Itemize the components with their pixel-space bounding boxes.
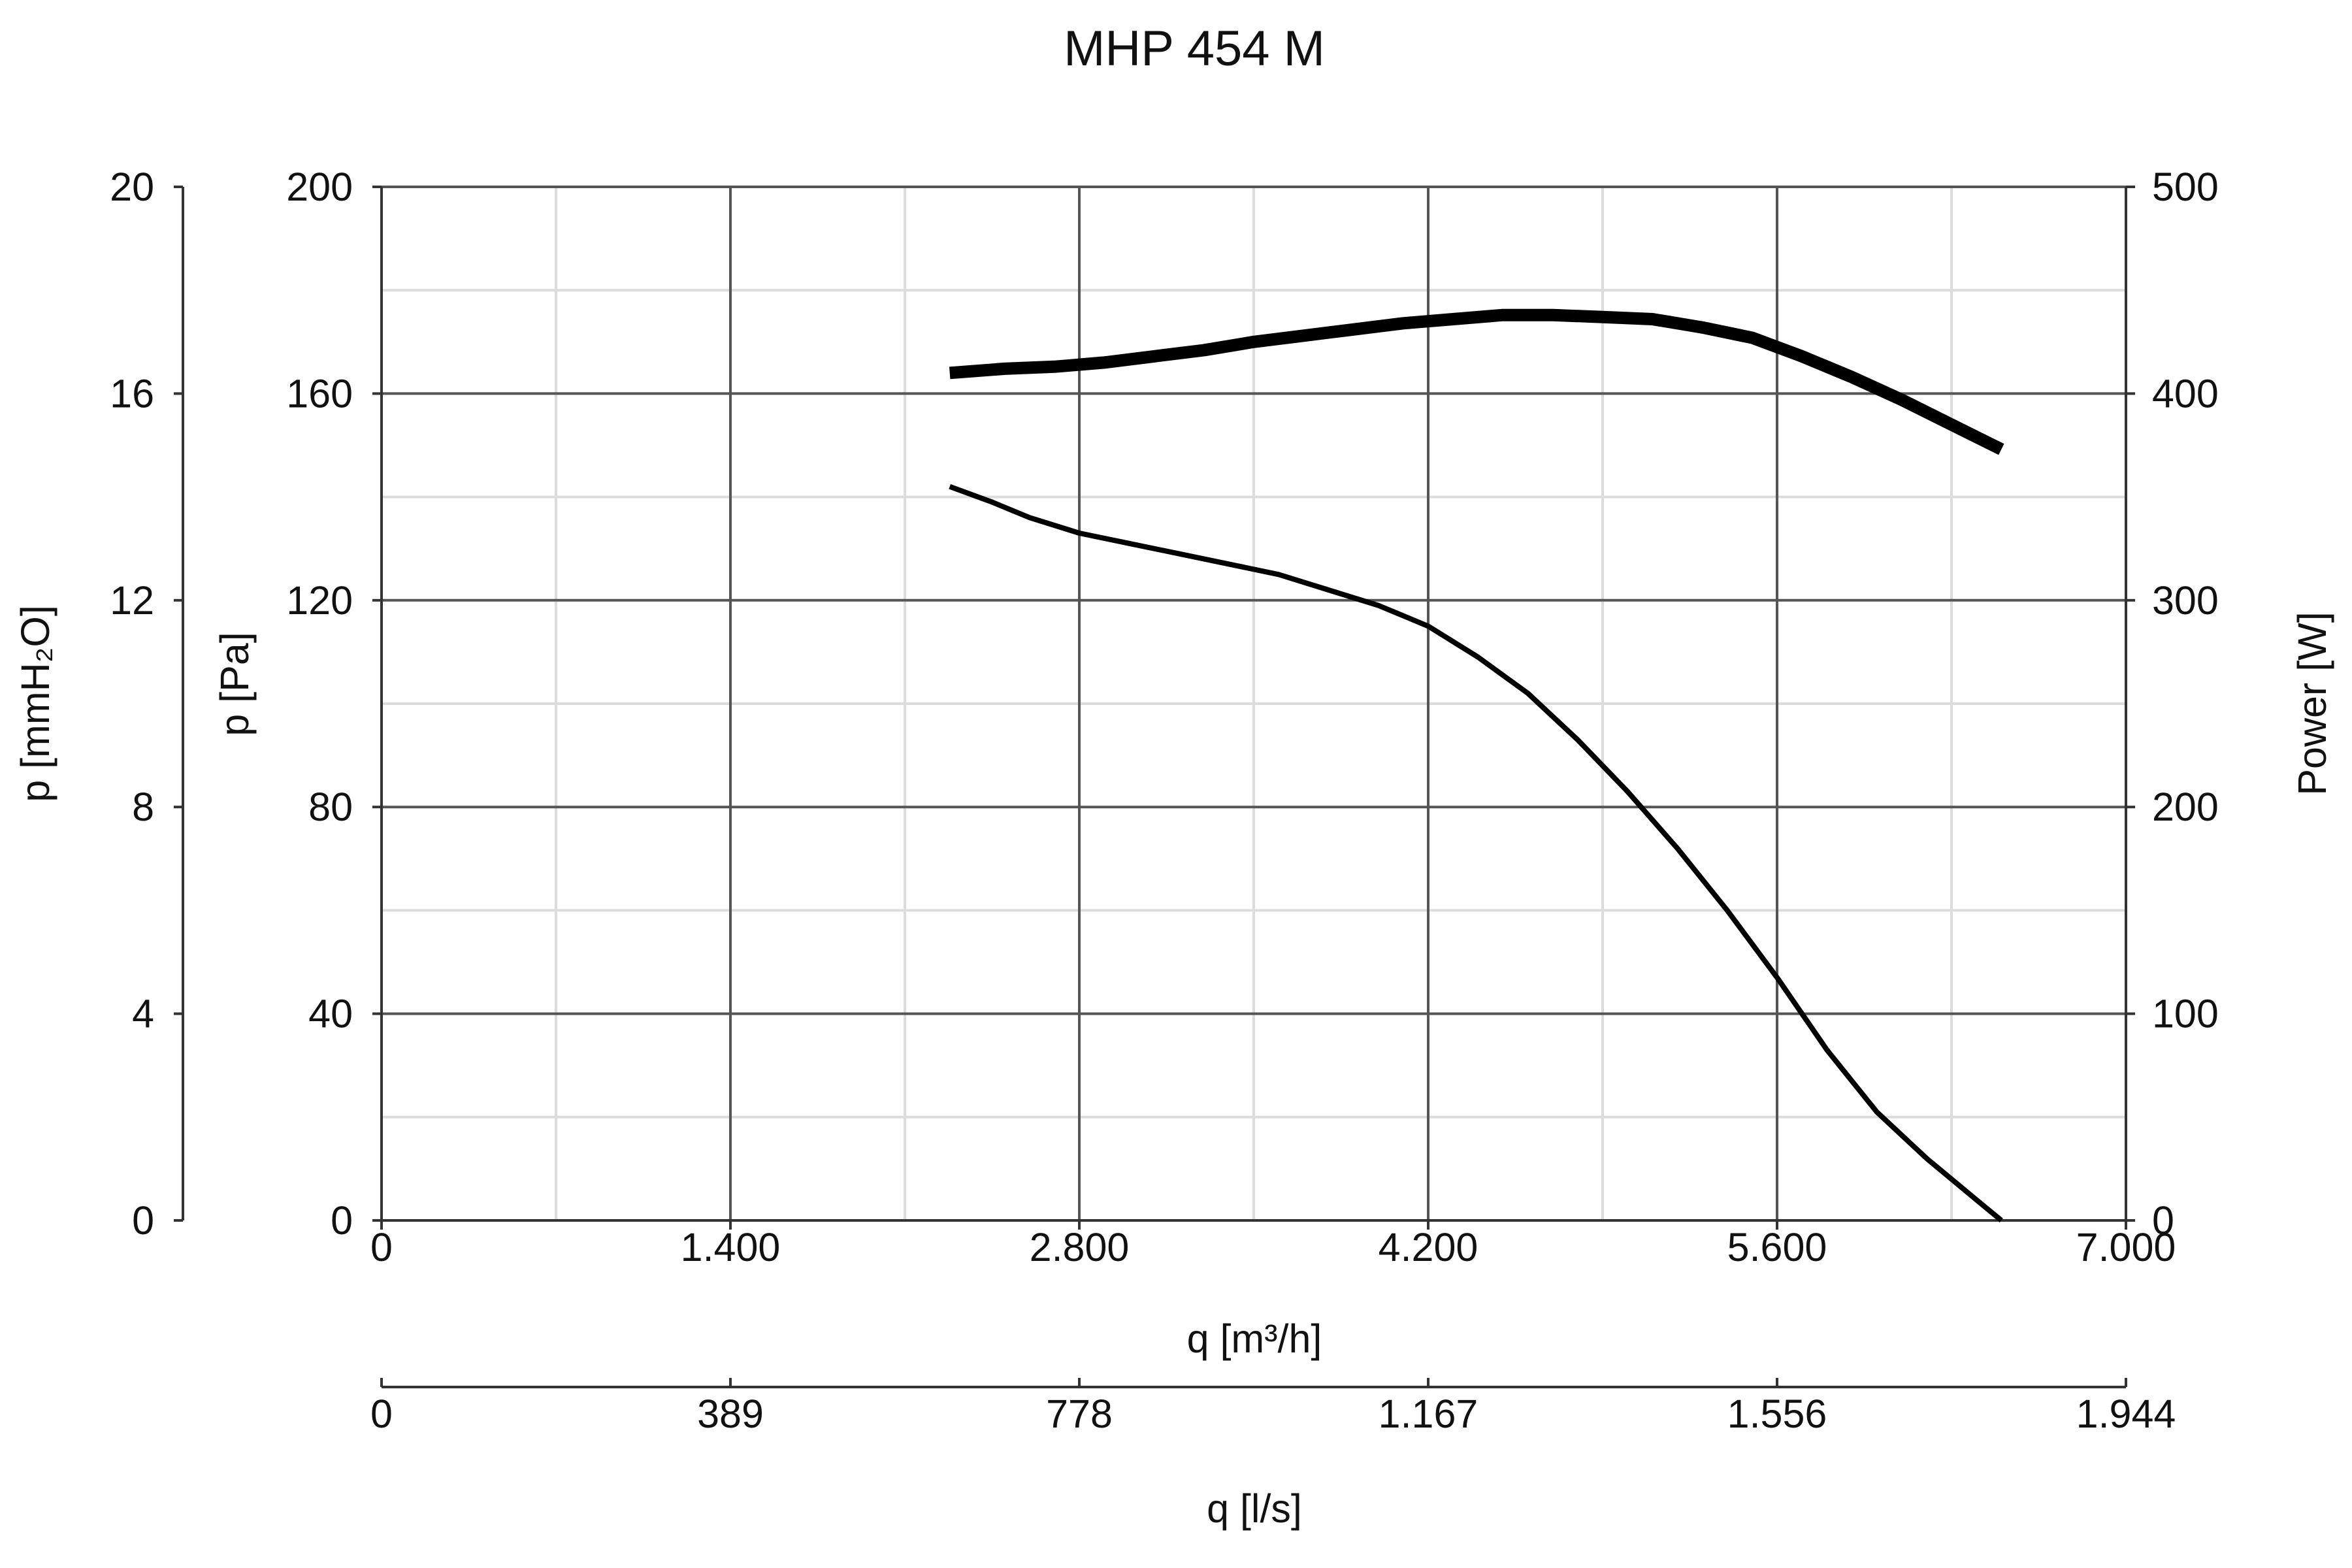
yr-tick-label: 300: [2152, 578, 2219, 623]
x2-tick-label: 0: [370, 1392, 393, 1436]
x-tick-labels: 0 1.400 2.800 4.200 5.600 7.000: [370, 1225, 2176, 1269]
yr-tick-labels: 0 100 200 300 400 500: [2152, 165, 2219, 1243]
y2-tick-label: 4: [132, 992, 154, 1036]
power-axis-label: Power [W]: [2290, 612, 2334, 795]
x-tick-label: 0: [370, 1225, 393, 1269]
y2-tick-label: 16: [110, 371, 154, 416]
x2-tick-label: 778: [1046, 1392, 1113, 1436]
yr-tick-label: 500: [2152, 165, 2219, 209]
axis-ticks: [174, 186, 2135, 1387]
series-layer: [949, 308, 2004, 1223]
x2-axis-label: q [l/s]: [1207, 1486, 1302, 1531]
power-curve-line: [949, 308, 2004, 455]
y2-tick-label: 20: [110, 165, 154, 209]
x-tick-label: 5.600: [1727, 1225, 1827, 1269]
x-tick-label: 7.000: [2076, 1225, 2176, 1269]
y-axis-label: p [Pa]: [212, 632, 257, 736]
chart-title: MHP 454 M: [1064, 21, 1325, 76]
yr-tick-label: 100: [2152, 992, 2219, 1036]
y-tick-label: 200: [286, 165, 353, 209]
x2-tick-label: 1.556: [1727, 1392, 1827, 1436]
y-tick-labels: 0 40 80 120 160 200: [286, 165, 353, 1243]
y2-tick-label: 8: [132, 785, 154, 829]
y2-tick-label: 0: [132, 1198, 154, 1243]
x2-tick-label: 1.944: [2076, 1392, 2176, 1436]
y2-axis-label: p [mmH₂O]: [13, 605, 57, 802]
y-tick-label: 0: [331, 1198, 353, 1243]
y2-tick-labels: 0 4 8 12 16 20: [110, 165, 154, 1243]
minor-grid: [382, 187, 2126, 1220]
y2-tick-label: 12: [110, 578, 154, 623]
yr-tick-label: 0: [2152, 1198, 2174, 1243]
x2-tick-label: 1.167: [1379, 1392, 1478, 1436]
x-tick-label: 2.800: [1030, 1225, 1130, 1269]
x2-tick-label: 389: [697, 1392, 764, 1436]
x-tick-label: 4.200: [1379, 1225, 1478, 1269]
y-tick-label: 120: [286, 578, 353, 623]
x-axis-label: q [m³/h]: [1187, 1316, 1322, 1361]
yr-tick-label: 400: [2152, 371, 2219, 416]
x2-tick-labels: 0 389 778 1.167 1.556 1.944: [370, 1392, 2176, 1436]
y-tick-label: 40: [308, 992, 353, 1036]
pressure-curve-line: [949, 484, 2003, 1223]
yr-tick-label: 200: [2152, 785, 2219, 829]
y-tick-label: 80: [308, 785, 353, 829]
x-tick-label: 1.400: [681, 1225, 781, 1269]
y-tick-label: 160: [286, 371, 353, 416]
